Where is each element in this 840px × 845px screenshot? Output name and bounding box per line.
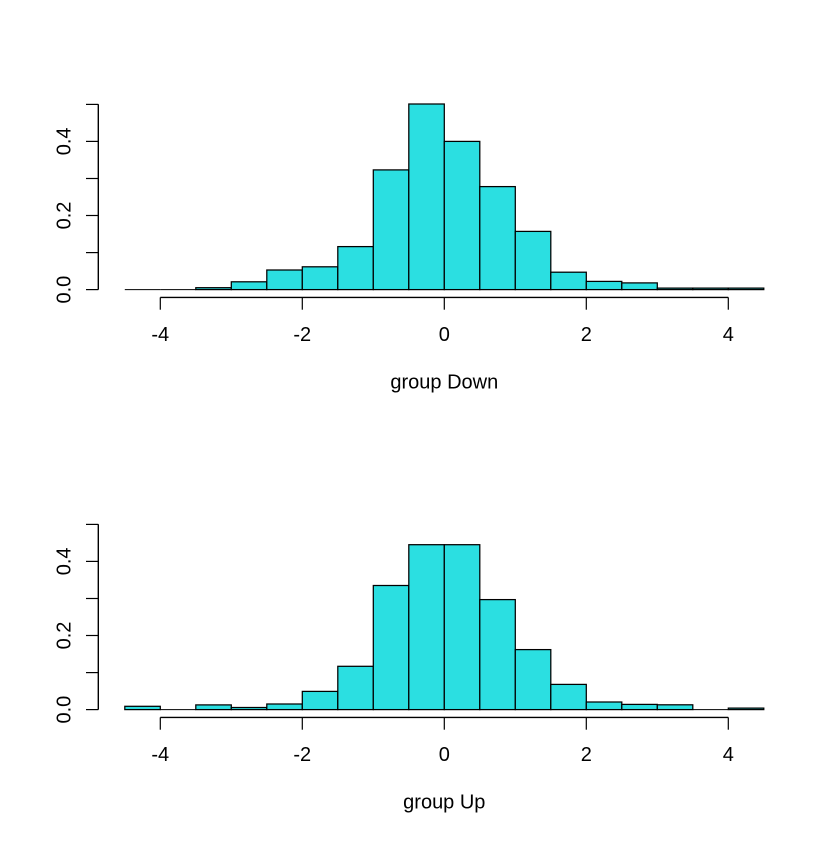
svg-text:-4: -4: [151, 744, 169, 766]
svg-text:0.4: 0.4: [53, 127, 75, 155]
svg-text:group Down: group Down: [390, 372, 498, 394]
svg-text:2: 2: [581, 744, 592, 766]
svg-text:2: 2: [581, 324, 592, 346]
svg-text:0.4: 0.4: [53, 547, 75, 575]
svg-text:0.2: 0.2: [53, 622, 75, 650]
svg-text:-2: -2: [293, 324, 311, 346]
svg-text:0.0: 0.0: [53, 696, 75, 724]
svg-text:0.2: 0.2: [53, 202, 75, 230]
svg-text:4: 4: [723, 744, 734, 766]
svg-text:-4: -4: [151, 324, 169, 346]
svg-text:-2: -2: [293, 744, 311, 766]
svg-text:4: 4: [723, 324, 734, 346]
svg-text:0: 0: [439, 744, 450, 766]
svg-text:0.0: 0.0: [53, 276, 75, 304]
svg-text:group Up: group Up: [403, 792, 485, 814]
svg-text:0: 0: [439, 324, 450, 346]
